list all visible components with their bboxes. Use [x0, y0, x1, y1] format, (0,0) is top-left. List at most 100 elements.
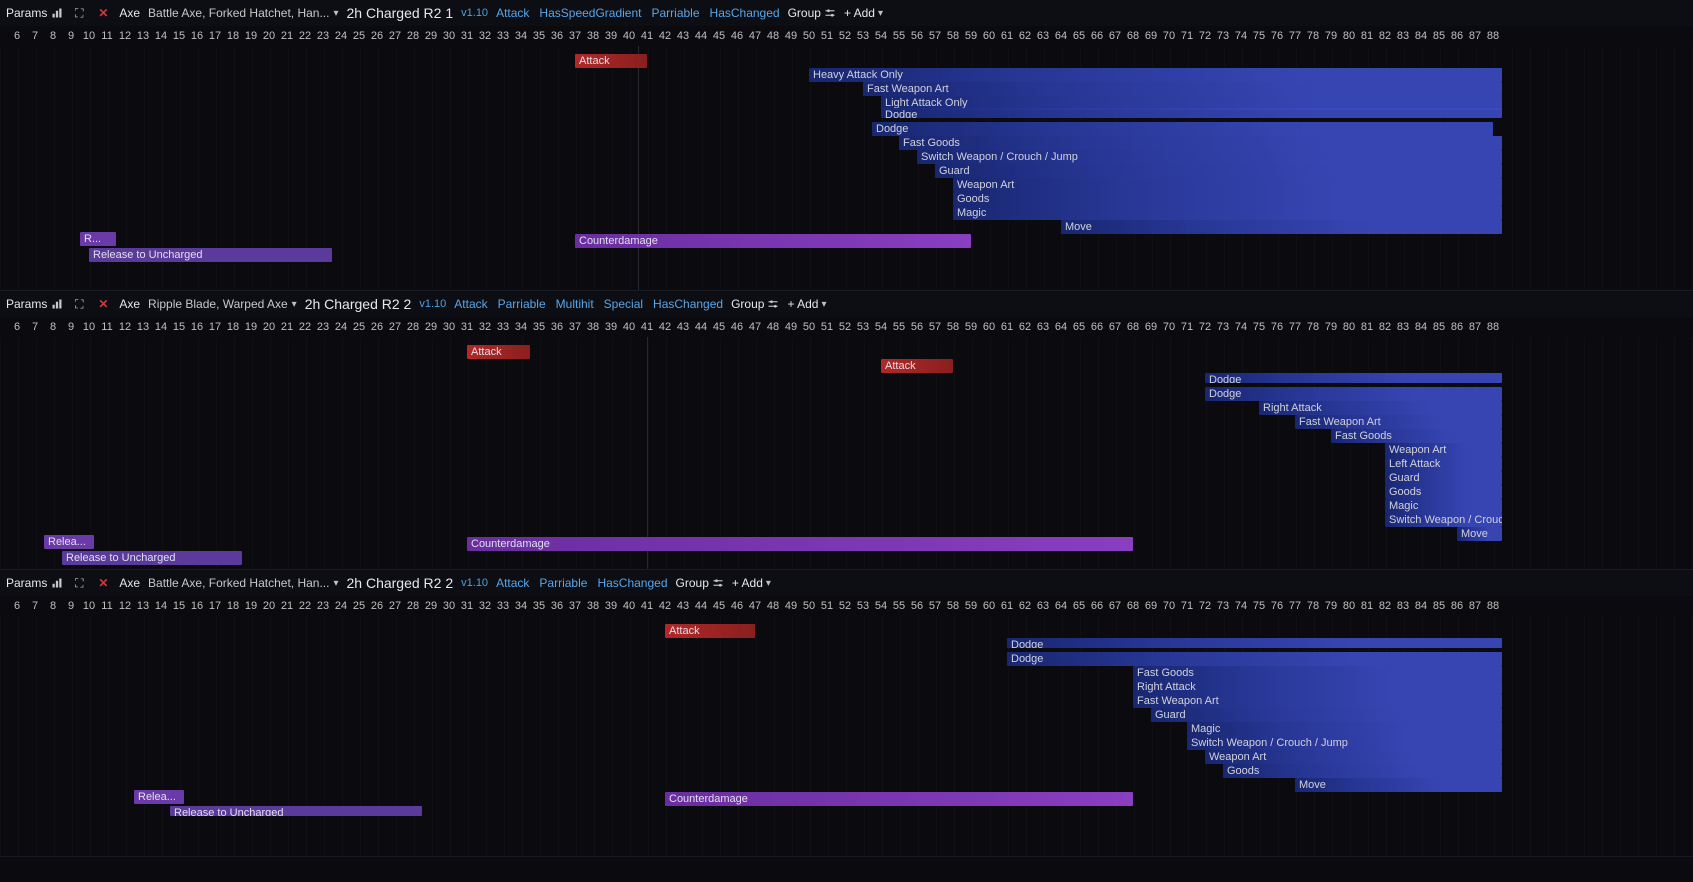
frame-tick: 31 — [458, 600, 476, 612]
timeline-bar-release-short[interactable]: R... — [80, 232, 116, 246]
timeline-bar-cancel[interactable]: Magic — [1187, 722, 1502, 736]
frame-tick: 17 — [206, 600, 224, 612]
frame-tick: 18 — [224, 600, 242, 612]
timeline-bar-release[interactable]: Release to Uncharged — [89, 248, 332, 262]
timeline-bar-cancel[interactable]: Goods — [953, 192, 1502, 206]
weapon-list-dropdown[interactable]: Ripple Blade, Warped Axe▾ — [148, 297, 297, 311]
group-button[interactable]: Group — [731, 297, 779, 311]
timeline-bar-cancel[interactable]: Dodge — [881, 108, 1502, 118]
timeline-bar-cancel[interactable]: Right Attack — [1259, 401, 1502, 415]
timeline-bar-counter[interactable]: Counterdamage — [575, 234, 971, 248]
close-button[interactable]: ✕ — [95, 6, 111, 20]
timeline-body[interactable]: AttackAttackDodgeDodgeRight AttackFast W… — [0, 337, 1693, 569]
timeline-bar-cancel[interactable]: Guard — [935, 164, 1502, 178]
frame-tick: 62 — [1016, 321, 1034, 333]
timeline-bar-cancel[interactable]: Dodge — [1205, 373, 1502, 383]
tag[interactable]: Attack — [496, 6, 529, 20]
timeline-bar-cancel[interactable]: Weapon Art — [1385, 443, 1502, 457]
group-button[interactable]: Group — [788, 6, 836, 20]
tag[interactable]: Parriable — [498, 297, 546, 311]
timeline-bar-cancel[interactable]: Guard — [1385, 471, 1502, 485]
timeline-bar-cancel[interactable]: Move — [1457, 527, 1502, 541]
tag[interactable]: HasChanged — [597, 576, 667, 590]
timeline-bar-cancel[interactable]: Magic — [953, 206, 1502, 220]
timeline-bar-cancel[interactable]: Left Attack — [1385, 457, 1502, 471]
timeline-bar-cancel[interactable]: Fast Weapon Art — [1133, 694, 1502, 708]
frame-tick: 82 — [1376, 600, 1394, 612]
group-button[interactable]: Group — [676, 576, 724, 590]
timeline-bar-cancel[interactable]: Dodge — [1007, 652, 1502, 666]
add-button[interactable]: + Add▾ — [787, 297, 826, 311]
timeline-bar-release-short[interactable]: Relea... — [134, 790, 184, 804]
timeline-bar-cancel[interactable]: Switch Weapon / Crouch / Jump — [917, 150, 1502, 164]
timeline-bar-cancel[interactable]: Move — [1295, 778, 1502, 792]
timeline-bar-attack[interactable]: Attack — [881, 359, 953, 373]
timeline-bar-cancel[interactable]: Fast Goods — [1331, 429, 1502, 443]
frame-tick: 56 — [908, 30, 926, 42]
params-button[interactable]: Params — [6, 297, 63, 311]
tag[interactable]: Attack — [496, 576, 529, 590]
params-button[interactable]: Params — [6, 576, 63, 590]
tag[interactable]: HasChanged — [653, 297, 723, 311]
frame-tick: 32 — [476, 30, 494, 42]
params-button[interactable]: Params — [6, 6, 63, 20]
timeline-bar-cancel[interactable]: Fast Goods — [1133, 666, 1502, 680]
frame-tick: 36 — [548, 600, 566, 612]
timeline-bar-counter[interactable]: Counterdamage — [467, 537, 1133, 551]
timeline-bar-cancel[interactable]: Dodge — [1205, 387, 1502, 401]
timeline-bar-cancel[interactable]: Switch Weapon / Crouch / Jump — [1187, 736, 1502, 750]
frame-tick: 40 — [620, 30, 638, 42]
timeline-bar-cancel[interactable]: Right Attack — [1133, 680, 1502, 694]
frame-tick: 9 — [62, 30, 80, 42]
timeline-bar-counter[interactable]: Counterdamage — [665, 792, 1133, 806]
tag[interactable]: HasSpeedGradient — [539, 6, 641, 20]
timeline-bar-cancel[interactable]: Goods — [1223, 764, 1502, 778]
fullscreen-button[interactable]: ⛶ — [71, 297, 87, 312]
tag[interactable]: Parriable — [539, 576, 587, 590]
close-button[interactable]: ✕ — [95, 297, 111, 311]
timeline-bar-cancel[interactable]: Fast Weapon Art — [863, 82, 1502, 96]
frame-tick: 62 — [1016, 600, 1034, 612]
tag[interactable]: Attack — [454, 297, 487, 311]
timeline-bar-cancel[interactable]: Guard — [1151, 708, 1502, 722]
timeline-bar-attack[interactable]: Attack — [575, 54, 647, 68]
fullscreen-button[interactable]: ⛶ — [71, 6, 87, 21]
frame-tick: 46 — [728, 600, 746, 612]
timeline-bar-release-short[interactable]: Relea... — [44, 535, 94, 549]
fullscreen-button[interactable]: ⛶ — [71, 576, 87, 591]
timeline-bar-release[interactable]: Release to Uncharged — [170, 806, 422, 816]
timeline-bar-cancel[interactable]: Heavy Attack Only — [809, 68, 1502, 82]
timeline-bar-cancel[interactable]: Switch Weapon / Crouc — [1385, 513, 1502, 527]
bar-label: Left Attack — [1389, 458, 1440, 470]
timeline-bar-cancel[interactable]: Goods — [1385, 485, 1502, 499]
weapon-list-dropdown[interactable]: Battle Axe, Forked Hatchet, Han...▾ — [148, 6, 338, 20]
timeline-bar-cancel[interactable]: Weapon Art — [953, 178, 1502, 192]
close-button[interactable]: ✕ — [95, 576, 111, 590]
weapon-list-dropdown[interactable]: Battle Axe, Forked Hatchet, Han...▾ — [148, 576, 338, 590]
tag[interactable]: Multihit — [556, 297, 594, 311]
add-button[interactable]: + Add▾ — [732, 576, 771, 590]
timeline-bar-cancel[interactable]: Move — [1061, 220, 1502, 234]
timeline-bar-cancel[interactable]: Dodge — [1007, 638, 1502, 648]
timeline-bar-attack[interactable]: Attack — [467, 345, 530, 359]
frame-tick: 7 — [26, 600, 44, 612]
tag[interactable]: HasChanged — [710, 6, 780, 20]
add-button[interactable]: + Add▾ — [844, 6, 883, 20]
frame-tick: 42 — [656, 30, 674, 42]
timeline-bar-cancel[interactable]: Dodge — [872, 122, 1493, 136]
timeline-bar-cancel[interactable]: Fast Goods — [899, 136, 1502, 150]
timeline-body[interactable]: AttackDodgeDodgeFast GoodsRight AttackFa… — [0, 616, 1693, 856]
frame-tick: 68 — [1124, 321, 1142, 333]
timeline-bar-cancel[interactable]: Fast Weapon Art — [1295, 415, 1502, 429]
timeline-bar-attack[interactable]: Attack — [665, 624, 755, 638]
bar-label: Magic — [957, 207, 986, 219]
timeline-bar-cancel[interactable]: Magic — [1385, 499, 1502, 513]
tag[interactable]: Special — [604, 297, 643, 311]
frame-tick: 25 — [350, 30, 368, 42]
frame-tick: 28 — [404, 600, 422, 612]
timeline-body[interactable]: AttackHeavy Attack OnlyFast Weapon ArtLi… — [0, 46, 1693, 290]
timeline-bar-cancel[interactable]: Weapon Art — [1205, 750, 1502, 764]
tag[interactable]: Parriable — [652, 6, 700, 20]
timeline-bar-release[interactable]: Release to Uncharged — [62, 551, 242, 565]
frame-tick: 59 — [962, 600, 980, 612]
